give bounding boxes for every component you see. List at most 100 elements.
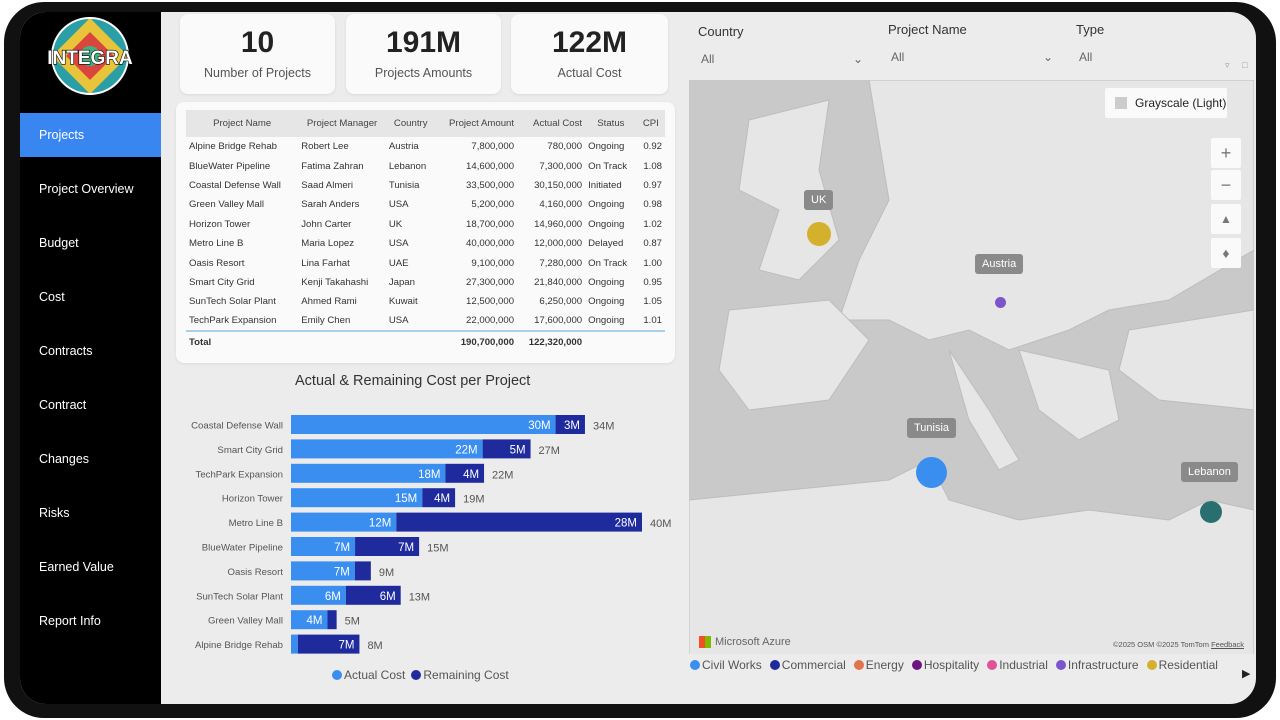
- sidebar-item-changes[interactable]: Changes: [39, 452, 90, 466]
- bar-remaining[interactable]: [555, 415, 585, 434]
- table-cell: 0.98: [643, 199, 662, 211]
- table-cell: Alpine Bridge Rehab: [189, 141, 278, 153]
- marker-tunisia[interactable]: [916, 457, 947, 488]
- sidebar-item-budget[interactable]: Budget: [39, 236, 79, 250]
- map-legend-item[interactable]: Commercial: [769, 658, 846, 672]
- map-legend-item[interactable]: Hospitality: [911, 658, 979, 672]
- column-header[interactable]: Status: [585, 110, 637, 137]
- column-header[interactable]: CPI: [636, 110, 665, 137]
- bar-data-label: 15M: [395, 493, 417, 505]
- bar-actual[interactable]: [291, 537, 356, 556]
- table-row[interactable]: Smart City Grid Kenji Takahashi Japan 27,30…: [186, 273, 665, 292]
- bar-actual[interactable]: [291, 439, 483, 459]
- map-legend-item[interactable]: Residential: [1146, 658, 1218, 672]
- legend-remaining-cost[interactable]: Remaining Cost: [411, 668, 509, 682]
- table-cell: 33,500,000: [466, 179, 515, 191]
- table-header-row: Project Name Project Manager Country Projec…: [186, 110, 665, 137]
- sidebar-item-earned-value[interactable]: Earned Value: [39, 560, 114, 574]
- bar-remaining[interactable]: [445, 463, 485, 483]
- bar-remaining[interactable]: [327, 610, 337, 630]
- map-style-icon: [1115, 97, 1127, 109]
- bar-remaining[interactable]: [345, 585, 401, 605]
- map-legend-item[interactable]: Infrastructure: [1055, 658, 1139, 672]
- table-row[interactable]: BlueWater Pipeline Fatima Zahran Lebanon 14…: [186, 156, 665, 175]
- table-cell: Initiated: [588, 179, 622, 191]
- zoom-in-button[interactable]: +: [1211, 138, 1241, 168]
- bar-actual[interactable]: [291, 488, 423, 508]
- zoom-out-button[interactable]: −: [1211, 170, 1241, 200]
- marker-uk[interactable]: [807, 222, 831, 246]
- category-label: Horizon Tower: [222, 494, 284, 505]
- bar-remaining[interactable]: [422, 488, 456, 508]
- bar-actual[interactable]: [291, 512, 397, 532]
- filter-type-dropdown[interactable]: All: [1079, 50, 1139, 64]
- compass-icon[interactable]: ♦: [1211, 238, 1241, 268]
- sidebar-item-report-info[interactable]: Report Info: [39, 614, 101, 628]
- kpi-projects-amounts: 191M Projects Amounts: [346, 14, 501, 94]
- sidebar-item-cost[interactable]: Cost: [39, 290, 65, 304]
- bar-remaining[interactable]: [355, 537, 420, 556]
- tilt-icon[interactable]: ▲: [1211, 204, 1241, 234]
- table-cell: 1.08: [643, 160, 662, 172]
- marker-lebanon[interactable]: [1200, 501, 1222, 523]
- bar-remaining[interactable]: [396, 512, 642, 532]
- bar-remaining[interactable]: [482, 439, 531, 459]
- focus-mode-icon[interactable]: □: [1242, 60, 1248, 70]
- table-cell: John Carter: [301, 218, 352, 230]
- column-header[interactable]: Project Manager: [298, 110, 386, 137]
- bar-actual[interactable]: [291, 463, 446, 483]
- bar-remaining[interactable]: [297, 634, 360, 654]
- marker-austria[interactable]: [995, 297, 1006, 308]
- bar-remaining[interactable]: [354, 561, 371, 581]
- map-legend-item[interactable]: Industrial: [987, 658, 1048, 672]
- legend-next-arrow-icon[interactable]: ▶: [1242, 668, 1251, 680]
- filter-country-dropdown[interactable]: All ⌄: [701, 52, 863, 66]
- table-cell: 14,600,000: [466, 160, 515, 172]
- legend-label: Actual Cost: [344, 668, 406, 682]
- column-header[interactable]: Country: [385, 110, 436, 137]
- svg-text:INTEGRA: INTEGRA: [47, 48, 133, 69]
- filter-icon[interactable]: ▿: [1225, 60, 1230, 70]
- column-header[interactable]: Project Name: [186, 110, 299, 137]
- sidebar-item-contract[interactable]: Contract: [39, 398, 87, 412]
- sidebar-item-contracts[interactable]: Contracts: [39, 344, 93, 358]
- cost-bar-chart: Coastal Defense Wall 30M 3M 34M Smart City G…: [191, 415, 671, 654]
- table-cell: 6,250,000: [539, 296, 583, 308]
- column-header[interactable]: Project Amount: [435, 110, 518, 137]
- bar-actual[interactable]: [291, 561, 355, 581]
- sidebar-nav: Projects Project Overview Budget Cost Contra…: [20, 113, 161, 653]
- sidebar-item-risks[interactable]: Risks: [39, 506, 70, 520]
- bar-data-label: 18M: [418, 469, 440, 481]
- table-cell: 0.97: [643, 179, 662, 191]
- table-row[interactable]: Coastal Defense Wall Saad Almeri Tunisia 33…: [186, 176, 665, 195]
- bar-actual[interactable]: [291, 610, 328, 630]
- sidebar-item-projects[interactable]: Projects: [20, 113, 161, 157]
- filter-project-name-dropdown[interactable]: All ⌄: [891, 50, 1053, 64]
- bar-actual[interactable]: [291, 415, 556, 434]
- table-row[interactable]: Horizon Tower John Carter UK 18,700,000 14,9…: [186, 215, 665, 234]
- kpi-label: Projects Amounts: [374, 66, 473, 80]
- table-row[interactable]: Oasis Resort Lina Farhat UAE 9,100,000 7,280…: [186, 253, 665, 272]
- table-cell: 0.95: [643, 276, 662, 288]
- bar-actual[interactable]: [291, 634, 298, 654]
- legend-actual-cost[interactable]: Actual Cost: [332, 668, 405, 682]
- legend-dot-icon: [411, 670, 422, 680]
- legend-label: Commercial: [781, 658, 846, 672]
- bar-total-label: 34M: [593, 421, 614, 433]
- table-row[interactable]: Green Valley Mall Sarah Anders USA 5,200,00…: [186, 195, 665, 214]
- table-row[interactable]: TechPark Expansion Emily Chen USA 22,000,00…: [186, 312, 665, 331]
- column-header[interactable]: Actual Cost: [517, 110, 586, 137]
- bar-actual[interactable]: [291, 585, 346, 605]
- table-row[interactable]: Alpine Bridge Rehab Robert Lee Austria 7,80…: [186, 137, 665, 156]
- map-visual[interactable]: Grayscale (Light) + − ▲ ♦ UK Austria Tun…: [689, 80, 1254, 654]
- map-style-button[interactable]: Grayscale (Light): [1105, 88, 1227, 118]
- chevron-down-icon: ⌄: [1042, 50, 1053, 64]
- sidebar-item-project-overview[interactable]: Project Overview: [39, 182, 134, 196]
- map-legend-item[interactable]: Energy: [853, 658, 904, 672]
- bar-total-label: 13M: [409, 591, 430, 603]
- map-legend-item[interactable]: Civil Works: [690, 658, 762, 672]
- feedback-link[interactable]: Feedback: [1211, 640, 1244, 649]
- attribution-text: ©2025 OSM ©2025 TomTom: [1113, 640, 1209, 649]
- table-row[interactable]: Metro Line B Maria Lopez USA 40,000,000 12,0…: [186, 234, 665, 253]
- table-row[interactable]: SunTech Solar Plant Ahmed Rami Kuwait 12,50…: [186, 292, 665, 311]
